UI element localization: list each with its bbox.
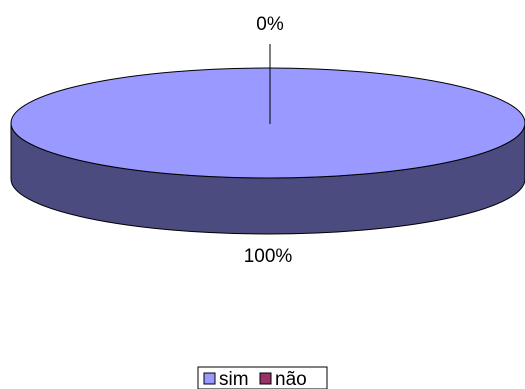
data-label-sim: 100%: [244, 246, 293, 267]
legend-swatch-sim: [203, 372, 216, 385]
legend-label-sim: sim: [219, 369, 249, 389]
pie-slice-sim: [10, 67, 525, 179]
legend: sim não: [197, 366, 328, 389]
pie-group: [10, 67, 525, 235]
legend-label-nao: não: [275, 369, 307, 389]
data-label-nao: 0%: [256, 14, 284, 35]
legend-swatch-nao: [259, 372, 272, 385]
